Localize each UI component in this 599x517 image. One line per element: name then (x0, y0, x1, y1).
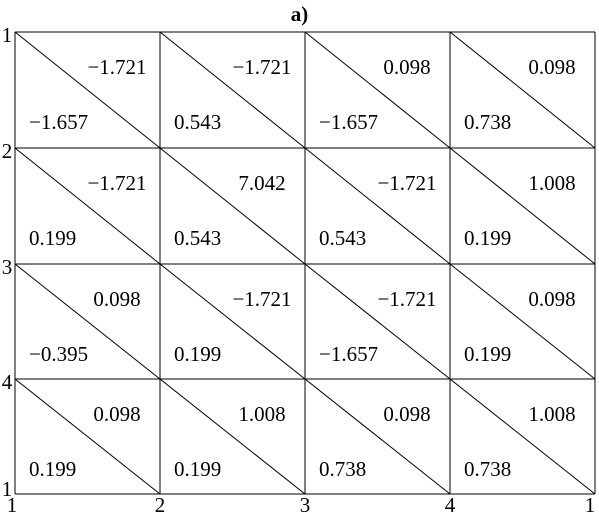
column-node-label: 4 (445, 493, 456, 517)
lower-triangle-value: 0.543 (174, 110, 221, 134)
lower-triangle-value: −1.657 (319, 110, 378, 134)
upper-triangle-value: 0.098 (383, 402, 430, 426)
lower-triangle-value: 0.543 (319, 226, 366, 250)
row-node-label: 3 (2, 255, 13, 279)
lower-triangle-value: 0.199 (464, 342, 511, 366)
lower-triangle-value: −1.657 (319, 342, 378, 366)
upper-triangle-value: −1.721 (232, 55, 291, 79)
column-node-label: 2 (155, 493, 166, 517)
cell-diagonal (449, 31, 596, 149)
cell-diagonal (449, 378, 596, 495)
upper-triangle-value: 1.008 (528, 171, 575, 195)
cell-diagonal (159, 263, 306, 380)
lower-triangle-value: 0.738 (319, 457, 366, 481)
cell-diagonal (14, 147, 161, 265)
row-node-label: 1 (2, 23, 13, 47)
upper-triangle-value: −1.721 (232, 287, 291, 311)
cell-diagonal (14, 31, 161, 149)
cell-diagonal (304, 31, 451, 149)
row-node-label: 2 (2, 139, 13, 163)
upper-triangle-value: −1.721 (377, 287, 436, 311)
cell-diagonal (304, 263, 451, 380)
column-node-label: 1 (7, 493, 18, 517)
cell-diagonal (14, 263, 161, 380)
cell-diagonal (304, 147, 451, 265)
upper-triangle-value: −1.721 (87, 55, 146, 79)
lower-triangle-value: 0.738 (464, 110, 511, 134)
row-node-label: 1 (2, 477, 13, 501)
upper-triangle-value: 0.098 (93, 402, 140, 426)
figure-title: a) (290, 2, 309, 26)
upper-triangle-value: 7.042 (238, 171, 285, 195)
cell-diagonal (449, 147, 596, 265)
lower-triangle-value: 0.543 (174, 226, 221, 250)
cell-diagonal (159, 147, 306, 265)
column-node-label: 3 (300, 493, 311, 517)
upper-triangle-value: 0.098 (528, 287, 575, 311)
lower-triangle-value: 0.199 (174, 342, 221, 366)
upper-triangle-value: 1.008 (238, 402, 285, 426)
lower-triangle-value: −1.657 (29, 110, 88, 134)
upper-triangle-value: 0.098 (383, 55, 430, 79)
lower-triangle-value: 0.199 (29, 226, 76, 250)
lower-triangle-value: −0.395 (29, 342, 88, 366)
upper-triangle-value: 0.098 (528, 55, 575, 79)
upper-triangle-value: −1.721 (377, 171, 436, 195)
row-node-label: 4 (2, 370, 13, 394)
column-node-label: 1 (585, 493, 596, 517)
cell-diagonal (449, 263, 596, 380)
lower-triangle-value: 0.738 (464, 457, 511, 481)
cell-diagonal (14, 378, 161, 495)
lower-triangle-value: 0.199 (464, 226, 511, 250)
cell-diagonal (304, 378, 451, 495)
cell-diagonal (159, 31, 306, 149)
lower-triangle-value: 0.199 (174, 457, 221, 481)
upper-triangle-value: 0.098 (93, 287, 140, 311)
cell-diagonal (159, 378, 306, 495)
upper-triangle-value: −1.721 (87, 171, 146, 195)
lower-triangle-value: 0.199 (29, 457, 76, 481)
upper-triangle-value: 1.008 (528, 402, 575, 426)
